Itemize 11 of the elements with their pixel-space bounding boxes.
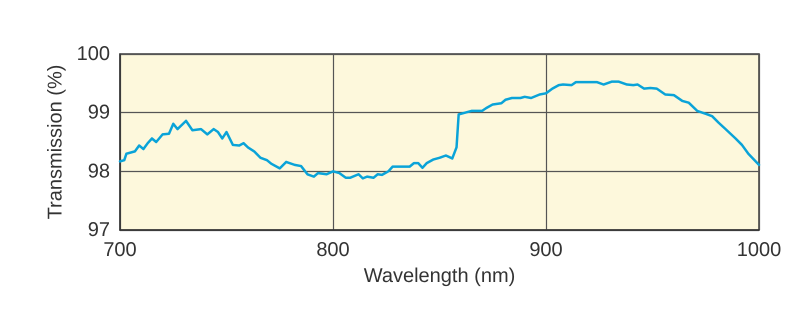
y-tick-label: 97 — [88, 219, 110, 241]
x-tick-label: 900 — [529, 239, 563, 261]
line-series — [118, 80, 760, 180]
x-axis-title: Wavelength (nm) — [364, 265, 516, 287]
y-tick-label: 98 — [88, 160, 110, 182]
y-axis-title: Transmission (%) — [44, 64, 67, 220]
x-tick-label: 800 — [316, 239, 350, 261]
y-tick-label: 100 — [76, 43, 110, 65]
x-tick-label: 700 — [103, 239, 137, 261]
y-tick-label: 99 — [88, 102, 110, 124]
x-tick-label: 1000 — [736, 239, 782, 261]
